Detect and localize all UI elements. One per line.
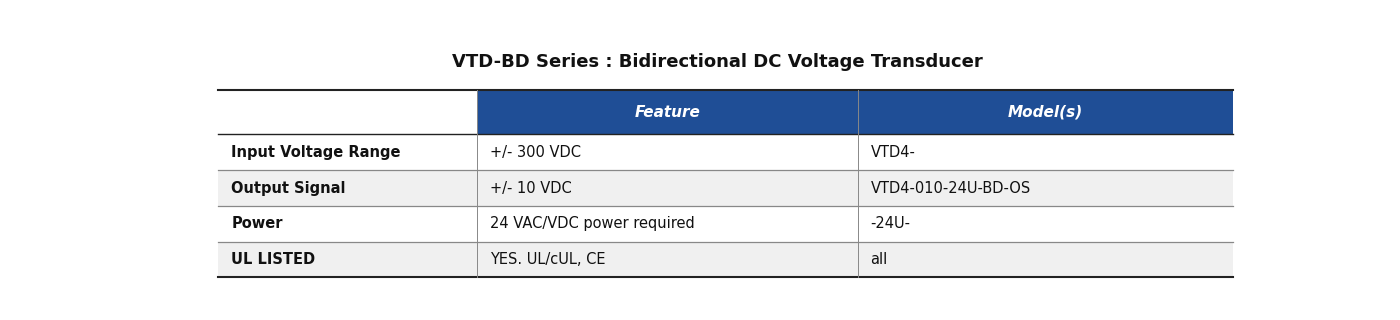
Bar (218, 134, 1233, 170)
Text: 24 VAC/VDC power required: 24 VAC/VDC power required (490, 216, 694, 231)
Text: Model(s): Model(s) (1008, 105, 1082, 120)
Text: VTD4-: VTD4- (871, 145, 916, 160)
Text: Power: Power (231, 216, 283, 231)
Text: VTD4-010-24U-BD-OS: VTD4-010-24U-BD-OS (871, 180, 1030, 196)
Text: Input Voltage Range: Input Voltage Range (231, 145, 400, 160)
Text: VTD-BD Series : Bidirectional DC Voltage Transducer: VTD-BD Series : Bidirectional DC Voltage… (452, 53, 983, 71)
Text: +/- 10 VDC: +/- 10 VDC (490, 180, 571, 196)
Text: +/- 300 VDC: +/- 300 VDC (490, 145, 581, 160)
Bar (477, 90, 858, 134)
Bar (858, 90, 1233, 134)
Text: YES. UL/cUL, CE: YES. UL/cUL, CE (490, 252, 606, 267)
Text: Output Signal: Output Signal (231, 180, 346, 196)
Bar (218, 242, 1233, 277)
Bar (218, 170, 1233, 206)
Text: all: all (871, 252, 888, 267)
Text: Feature: Feature (634, 105, 700, 120)
Text: -24U-: -24U- (871, 216, 910, 231)
Bar (218, 206, 1233, 242)
Text: UL LISTED: UL LISTED (231, 252, 315, 267)
